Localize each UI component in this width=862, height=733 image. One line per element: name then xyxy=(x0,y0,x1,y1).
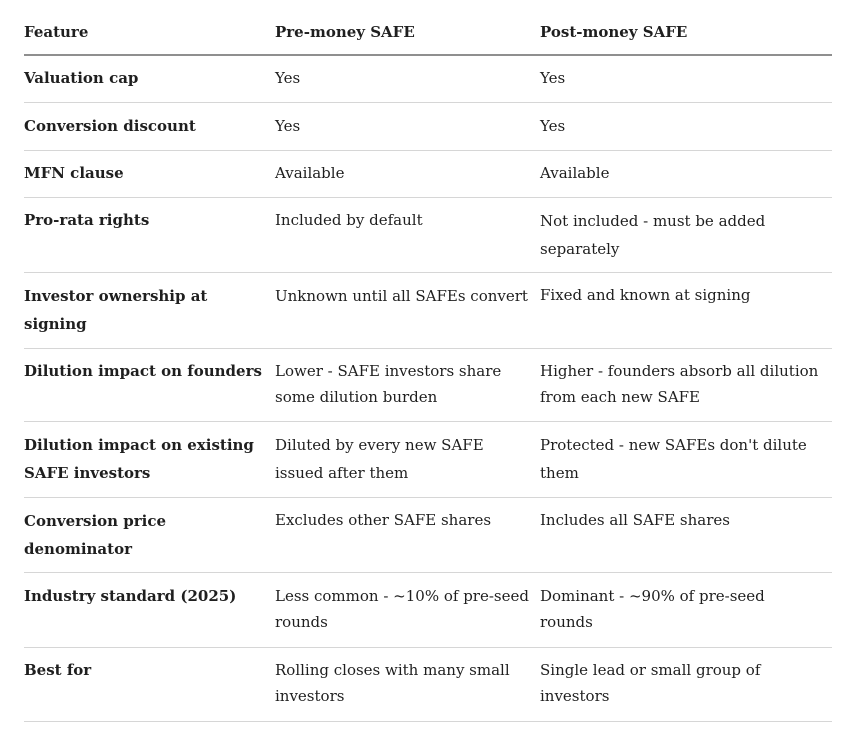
pre-money-cell: Rolling closes with many small investors xyxy=(275,661,510,705)
post-money-cell: Fixed and known at signing xyxy=(540,286,751,304)
table-row: Conversion discount Yes Yes xyxy=(24,103,832,151)
pre-money-cell: Diluted by every new SAFE issued after t… xyxy=(275,436,484,482)
pre-money-cell: Excludes other SAFE shares xyxy=(275,511,492,529)
post-money-cell: Higher - founders absorb all dilution fr… xyxy=(540,362,819,406)
feature-cell: MFN clause xyxy=(24,164,124,182)
post-money-cell: Available xyxy=(540,164,610,182)
pre-money-cell: Unknown until all SAFEs convert xyxy=(275,287,528,305)
table-row: Pro-rata rights Included by default Not … xyxy=(24,198,832,273)
table-row: Conversion price denominator Excludes ot… xyxy=(24,498,832,573)
table-row: Valuation cap Yes Yes xyxy=(24,56,832,103)
post-money-cell: Not included - must be added separately xyxy=(540,212,766,258)
feature-cell: Dilution impact on existing SAFE investo… xyxy=(24,436,254,482)
post-money-cell: Includes all SAFE shares xyxy=(540,511,730,529)
post-money-cell: Single lead or small group of investors xyxy=(540,661,761,705)
table-row: Dilution impact on existing SAFE investo… xyxy=(24,422,832,498)
feature-cell: Industry standard (2025) xyxy=(24,587,237,605)
feature-cell: Investor ownership at signing xyxy=(24,287,208,333)
table-row: Investor ownership at signing Unknown un… xyxy=(24,273,832,349)
table-row: MFN clause Available Available xyxy=(24,151,832,198)
post-money-cell: Dominant - ~90% of pre-seed rounds xyxy=(540,587,765,631)
header-feature: Feature xyxy=(24,23,89,41)
pre-money-cell: Yes xyxy=(275,69,301,87)
pre-money-cell: Included by default xyxy=(275,211,423,229)
feature-cell: Best for xyxy=(24,661,92,679)
post-money-cell: Protected - new SAFEs don't dilute them xyxy=(540,436,807,482)
pre-money-cell: Yes xyxy=(275,117,301,135)
table-row: Best for Rolling closes with many small … xyxy=(24,648,832,722)
pre-money-cell: Less common - ~10% of pre-seed rounds xyxy=(275,587,529,631)
pre-money-cell: Lower - SAFE investors share some diluti… xyxy=(275,362,502,406)
feature-cell: Conversion discount xyxy=(24,117,196,135)
header-pre-money: Pre-money SAFE xyxy=(275,23,415,41)
table-header-row: Feature Pre-money SAFE Post-money SAFE xyxy=(24,10,832,56)
comparison-table: Feature Pre-money SAFE Post-money SAFE V… xyxy=(24,10,832,722)
feature-cell: Valuation cap xyxy=(24,69,139,87)
feature-cell: Conversion price denominator xyxy=(24,512,167,558)
pre-money-cell: Available xyxy=(275,164,345,182)
post-money-cell: Yes xyxy=(540,117,566,135)
table-row: Dilution impact on founders Lower - SAFE… xyxy=(24,349,832,422)
feature-cell: Pro-rata rights xyxy=(24,211,150,229)
post-money-cell: Yes xyxy=(540,69,566,87)
feature-cell: Dilution impact on founders xyxy=(24,362,262,380)
table-row: Industry standard (2025) Less common - ~… xyxy=(24,573,832,648)
header-post-money: Post-money SAFE xyxy=(540,23,688,41)
